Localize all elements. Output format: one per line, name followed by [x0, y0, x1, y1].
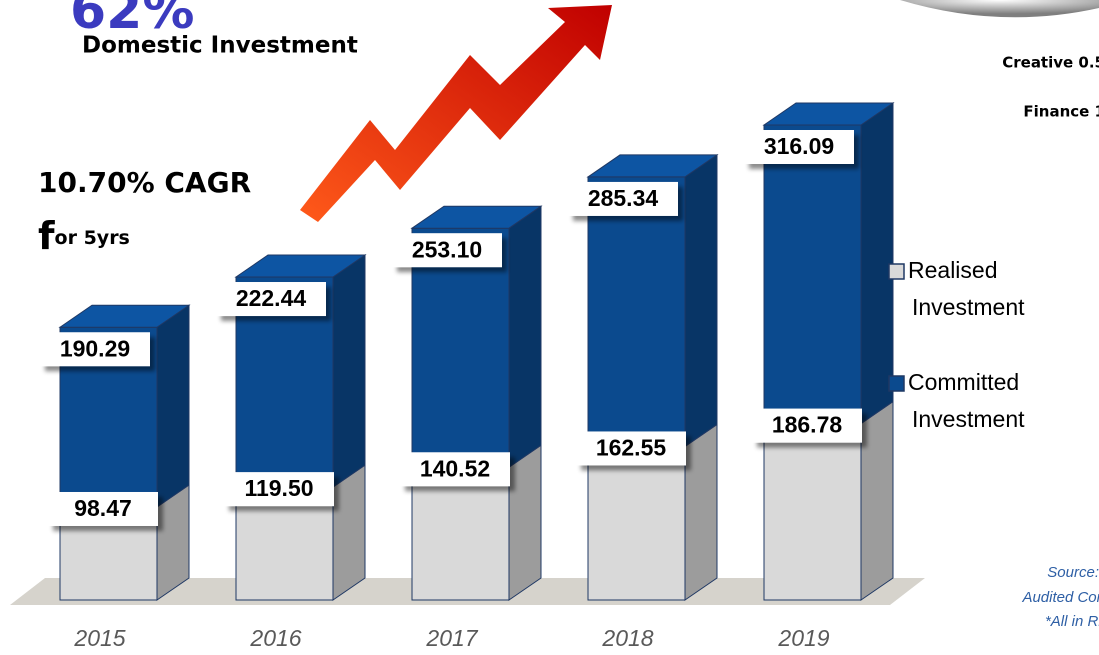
legend-swatch	[888, 263, 905, 280]
bar-segment	[762, 102, 895, 425]
bar-front	[411, 466, 510, 601]
label-box	[576, 431, 686, 466]
bar-segment	[410, 205, 543, 469]
side-note: Finance 1	[1023, 103, 1099, 121]
source-note: Audited Corp	[1021, 589, 1099, 606]
label-box	[744, 130, 854, 164]
bar-side	[860, 102, 894, 425]
bar-segment	[587, 423, 718, 601]
bar-side	[156, 304, 190, 508]
source-note: *All in Rin	[1045, 613, 1099, 630]
x-tick-label: 2017	[425, 625, 478, 651]
bar-side	[508, 444, 542, 601]
data-label: 140.52	[420, 455, 490, 481]
bar-top	[762, 102, 895, 126]
bar-segment	[763, 400, 894, 601]
bar-side	[332, 464, 366, 601]
side-note: Creative 0.5	[1002, 54, 1099, 72]
legend-swatch	[888, 375, 905, 392]
headline: 62%	[70, 0, 194, 41]
legend-label: Committed Investment	[908, 369, 1025, 432]
bar-side	[332, 254, 366, 489]
x-tick-label: 2018	[601, 625, 653, 651]
data-label: 186.78	[772, 412, 843, 438]
bar-top	[58, 304, 191, 328]
bar-front	[763, 124, 862, 425]
label-box	[392, 233, 502, 268]
label-box	[400, 452, 510, 487]
bar-front	[587, 445, 686, 601]
label-box	[224, 472, 334, 507]
data-label: 253.10	[412, 236, 482, 262]
x-tick-label: 2015	[73, 625, 125, 651]
bar-side	[860, 400, 894, 601]
data-label: 98.47	[74, 495, 132, 521]
source-note: Source:	[1047, 564, 1099, 581]
data-label: 162.55	[596, 435, 667, 461]
data-label: 285.34	[588, 185, 659, 211]
bar-segment	[586, 153, 719, 448]
label-box	[752, 408, 862, 443]
bar-top	[234, 254, 367, 278]
data-label: 316.09	[764, 133, 834, 159]
bar-front	[411, 227, 510, 468]
x-tick-label: 2016	[249, 625, 301, 651]
bar-front	[763, 423, 862, 601]
bar-segment	[411, 444, 542, 601]
label-box	[48, 491, 158, 526]
period-note: for 5yrs	[38, 214, 130, 258]
chart-title: Domestic Investment	[82, 33, 358, 59]
bar-front	[587, 176, 686, 447]
label-box	[216, 282, 326, 317]
data-label: 222.44	[236, 285, 307, 311]
growth-arrow	[300, 5, 612, 222]
cagr-note: 10.70% CAGR	[38, 166, 251, 199]
decor-swoosh	[900, 0, 1099, 18]
label-box	[40, 332, 150, 367]
data-label: 119.50	[244, 475, 313, 501]
bar-top	[410, 205, 543, 229]
label-box	[568, 181, 678, 216]
x-tick-label: 2019	[777, 625, 829, 651]
bar-side	[684, 153, 718, 448]
legend-label: Realised Investment	[908, 257, 1025, 320]
bar-side	[684, 423, 718, 601]
bar-side	[508, 205, 542, 469]
data-label: 190.29	[60, 335, 130, 361]
bar-top	[586, 154, 719, 178]
